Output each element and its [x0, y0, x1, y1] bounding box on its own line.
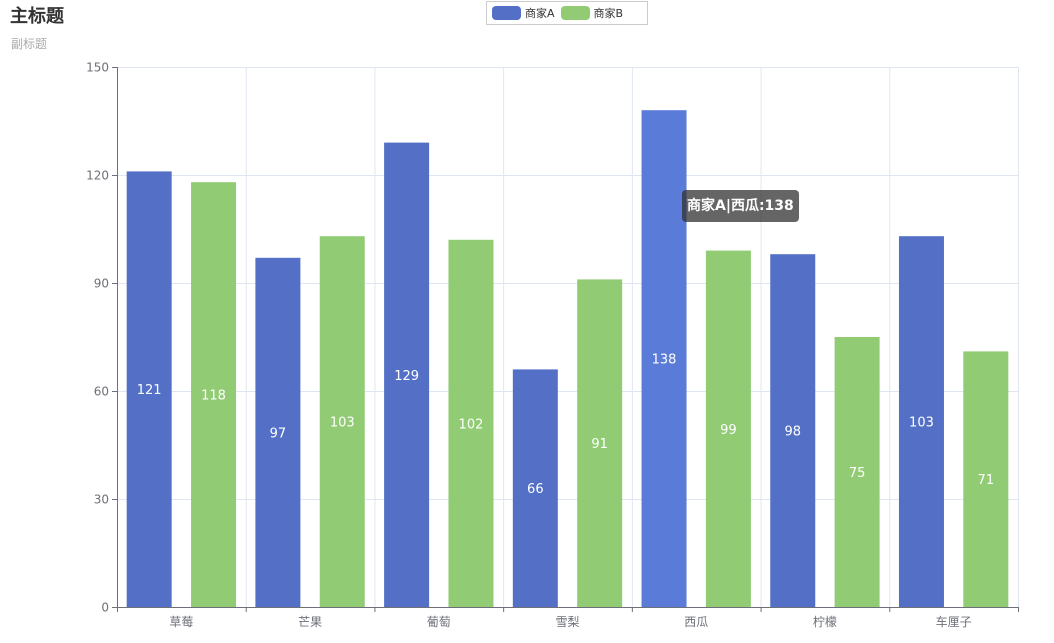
x-tick-label: 西瓜 — [684, 615, 708, 629]
bar-value-label: 75 — [849, 466, 866, 481]
bar-value-label: 103 — [909, 416, 934, 431]
bar-series-a — [384, 142, 430, 607]
bar-value-label: 102 — [459, 417, 484, 432]
bar-series-b — [319, 236, 365, 607]
bar-series-b — [705, 250, 751, 607]
bar-series-b — [448, 239, 494, 608]
y-tick-label: 120 — [86, 169, 109, 183]
bar-value-label: 66 — [527, 482, 544, 497]
legend-item-series-b[interactable]: 商家B — [560, 5, 624, 21]
x-tick-label: 葡萄 — [427, 615, 451, 629]
bar-value-label: 103 — [330, 416, 355, 431]
y-tick-label: 60 — [94, 385, 109, 399]
chart-subtitle: 副标题 — [11, 37, 48, 51]
x-tick-label: 柠檬 — [813, 614, 837, 629]
tooltip: 商家A|西瓜:138 — [682, 190, 799, 222]
bar-series-b — [191, 182, 237, 607]
bar-value-label: 71 — [978, 473, 995, 488]
legend-label-series-a: 商家A — [525, 7, 555, 20]
bar-series-b — [577, 279, 623, 607]
bar-value-label: 97 — [270, 426, 287, 441]
y-tick-label: 150 — [86, 61, 109, 75]
bar-series-a — [255, 257, 301, 607]
bar-value-label: 91 — [591, 437, 608, 452]
legend: 商家A 商家B — [486, 1, 648, 25]
bar-value-label: 121 — [137, 383, 162, 398]
x-tick-label: 雪梨 — [555, 615, 579, 629]
bar-series-a — [770, 254, 816, 607]
x-tick-label: 芒果 — [298, 614, 322, 629]
legend-item-series-a[interactable]: 商家A — [492, 5, 555, 21]
bar-value-label: 99 — [720, 423, 737, 438]
bar-series-b — [834, 337, 880, 607]
bar-series-a — [512, 369, 558, 607]
bar-series-a — [126, 171, 172, 607]
legend-swatch-series-a — [492, 6, 521, 20]
bar-value-label: 98 — [784, 425, 801, 440]
legend-swatch-series-b — [560, 6, 590, 20]
x-tick-label: 草莓 — [169, 615, 193, 629]
bar-series-a — [898, 236, 944, 607]
bar-series-b — [963, 351, 1009, 607]
bar-value-label: 129 — [394, 369, 419, 384]
y-tick-label: 0 — [101, 601, 109, 615]
x-tick-label: 车厘子 — [936, 614, 972, 629]
bar-value-label: 118 — [201, 389, 226, 404]
bar-series-a — [641, 110, 687, 607]
chart-title: 主标题 — [10, 6, 64, 27]
legend-label-series-b: 商家B — [593, 7, 624, 20]
y-tick-label: 30 — [94, 493, 109, 507]
y-tick-label: 90 — [94, 277, 109, 291]
bar-value-label: 138 — [652, 353, 677, 368]
